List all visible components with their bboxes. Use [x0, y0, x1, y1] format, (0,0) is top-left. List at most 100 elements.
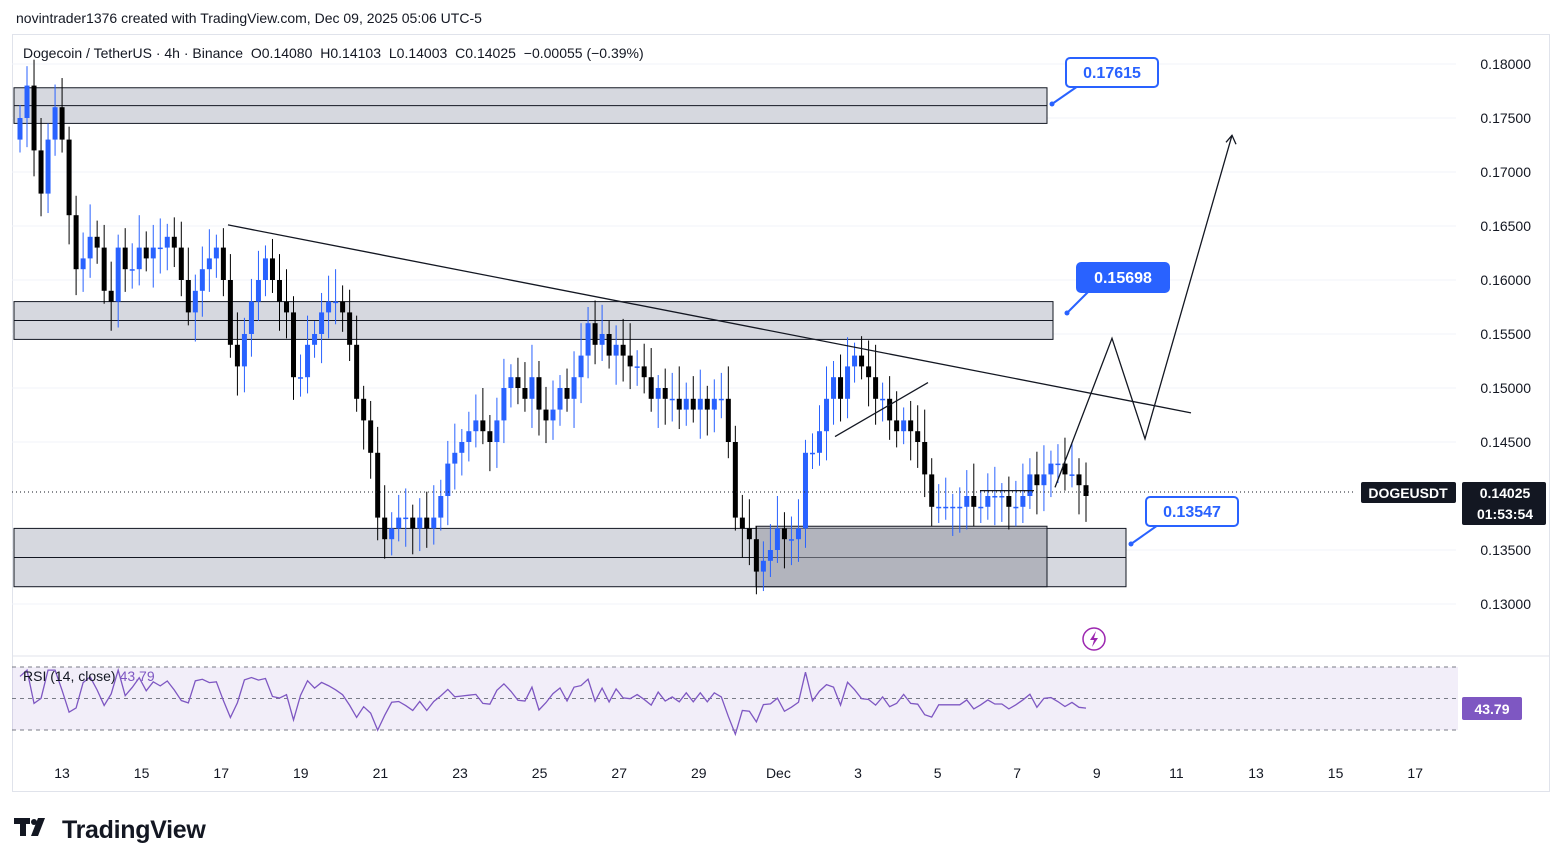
candle[interactable] — [978, 490, 984, 523]
candle[interactable] — [1006, 476, 1012, 530]
candle[interactable] — [753, 526, 759, 595]
candle[interactable] — [536, 361, 542, 436]
candle[interactable] — [606, 321, 612, 369]
candle[interactable] — [382, 485, 388, 559]
candle[interactable] — [262, 245, 268, 297]
symbol-title[interactable]: Dogecoin / TetherUS · 4h · Binance — [23, 45, 243, 61]
candle[interactable] — [915, 405, 921, 468]
candle[interactable] — [515, 357, 521, 405]
candle[interactable] — [347, 289, 353, 361]
candle[interactable] — [326, 275, 332, 339]
candle[interactable] — [122, 228, 128, 292]
candle[interactable] — [480, 388, 486, 445]
candle[interactable] — [445, 440, 451, 526]
candle[interactable] — [711, 379, 717, 433]
candle[interactable] — [473, 394, 479, 448]
rsi-line[interactable] — [19, 667, 1087, 737]
candle[interactable] — [1027, 458, 1033, 509]
candle[interactable] — [494, 397, 500, 468]
candle[interactable] — [38, 118, 44, 217]
candle[interactable] — [571, 351, 577, 428]
candle[interactable] — [922, 409, 928, 498]
candle[interactable] — [992, 466, 998, 526]
candle[interactable] — [213, 234, 219, 278]
candle[interactable] — [795, 499, 801, 562]
candle[interactable] — [1062, 437, 1068, 491]
candle[interactable] — [1083, 462, 1089, 522]
candle[interactable] — [185, 247, 191, 326]
candle[interactable] — [157, 218, 163, 274]
candle[interactable] — [375, 426, 381, 541]
candle[interactable] — [985, 473, 991, 520]
trendline[interactable] — [227, 224, 1192, 414]
candle[interactable] — [424, 491, 430, 548]
candle[interactable] — [136, 215, 142, 286]
candle[interactable] — [669, 372, 675, 422]
candle[interactable] — [466, 411, 472, 462]
candle[interactable] — [171, 217, 177, 268]
candle[interactable] — [1034, 451, 1040, 515]
candle[interactable] — [957, 487, 963, 533]
candle[interactable] — [150, 224, 156, 288]
candle[interactable] — [852, 342, 858, 383]
candle[interactable] — [648, 348, 654, 412]
candle[interactable] — [431, 485, 437, 545]
candle[interactable] — [859, 336, 865, 380]
candle[interactable] — [80, 232, 86, 292]
candle[interactable] — [564, 368, 570, 412]
candle[interactable] — [950, 493, 956, 536]
candle[interactable] — [31, 59, 37, 177]
candle[interactable] — [333, 269, 339, 325]
price-callout[interactable]: 0.15698 — [1064, 262, 1170, 316]
candle[interactable] — [164, 223, 170, 271]
rising-trendline[interactable] — [834, 382, 929, 438]
candle[interactable] — [901, 407, 907, 445]
candle[interactable] — [557, 375, 563, 426]
candle[interactable] — [101, 224, 107, 304]
candle[interactable] — [59, 78, 65, 153]
candle[interactable] — [908, 400, 914, 461]
candle[interactable] — [543, 386, 549, 444]
candle[interactable] — [936, 484, 942, 523]
candle[interactable] — [1048, 450, 1054, 498]
candle[interactable] — [340, 285, 346, 332]
candle[interactable] — [873, 344, 879, 425]
candle[interactable] — [725, 366, 731, 459]
projection-path[interactable] — [1054, 135, 1233, 488]
candle[interactable] — [880, 382, 886, 422]
candle[interactable] — [234, 312, 240, 396]
candle[interactable] — [522, 362, 528, 412]
candle[interactable] — [206, 229, 212, 292]
candle[interactable] — [255, 250, 261, 322]
candle[interactable] — [676, 366, 682, 430]
candle[interactable] — [641, 343, 647, 394]
candle[interactable] — [143, 231, 149, 272]
candle[interactable] — [129, 243, 135, 289]
candle[interactable] — [732, 425, 738, 531]
candle[interactable] — [578, 323, 584, 404]
candle[interactable] — [774, 496, 780, 563]
candle[interactable] — [1069, 442, 1075, 488]
candle[interactable] — [592, 300, 598, 365]
candle[interactable] — [94, 220, 100, 264]
candle[interactable] — [269, 238, 275, 293]
candle[interactable] — [690, 376, 696, 423]
candle[interactable] — [739, 494, 745, 558]
candle[interactable] — [108, 261, 114, 331]
candle[interactable] — [291, 296, 297, 400]
candle[interactable] — [943, 477, 949, 520]
candle[interactable] — [487, 415, 493, 472]
candle[interactable] — [220, 228, 226, 297]
candle[interactable] — [817, 405, 822, 466]
candle[interactable] — [241, 317, 247, 393]
candle[interactable] — [501, 358, 507, 444]
candle[interactable] — [704, 385, 710, 436]
candle[interactable] — [1055, 444, 1061, 484]
candle[interactable] — [73, 195, 79, 296]
candle[interactable] — [192, 274, 198, 342]
candle[interactable] — [87, 204, 93, 278]
candle[interactable] — [354, 315, 360, 412]
candle[interactable] — [802, 439, 808, 548]
candle[interactable] — [620, 318, 626, 382]
